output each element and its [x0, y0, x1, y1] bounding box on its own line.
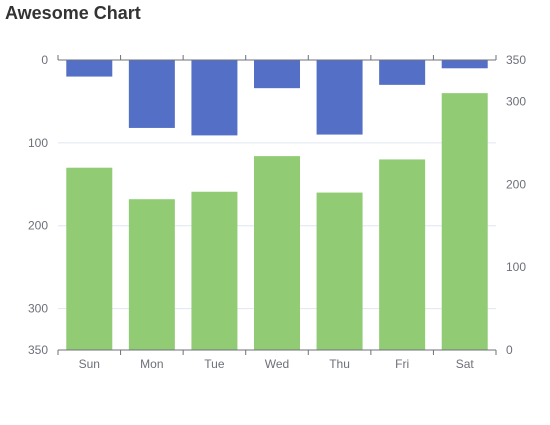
blue-bar-fri	[379, 60, 426, 85]
left-tick-label: 100	[28, 136, 48, 150]
right-tick-label: 300	[506, 94, 526, 108]
left-tick-label: 0	[41, 53, 48, 67]
x-tick-label: Mon	[140, 357, 163, 371]
left-tick-label: 300	[28, 302, 48, 316]
x-tick-label: Fri	[395, 357, 409, 371]
blue-bar-tue	[191, 60, 238, 136]
right-tick-label: 100	[506, 260, 526, 274]
right-tick-label: 200	[506, 177, 526, 191]
green-bar-wed	[254, 156, 300, 350]
left-tick-label: 200	[28, 219, 48, 233]
green-bar-sun	[66, 167, 113, 350]
blue-bar-mon	[128, 60, 175, 128]
green-bar-tue	[191, 191, 238, 350]
blue-bar-sun	[66, 60, 113, 77]
left-tick-label: 350	[28, 343, 48, 357]
x-tick-label: Sun	[79, 357, 100, 371]
x-tick-label: Sat	[456, 357, 475, 371]
x-tick-label: Wed	[265, 357, 289, 371]
blue-bar-thu	[316, 60, 363, 135]
right-tick-label: 350	[506, 53, 526, 67]
x-tick-label: Thu	[329, 357, 350, 371]
green-bar-sat	[441, 93, 488, 351]
blue-bar-wed	[254, 60, 300, 89]
green-bar-thu	[316, 192, 363, 350]
x-tick-label: Tue	[204, 357, 225, 371]
green-bar-mon	[128, 199, 175, 350]
green-bar-fri	[379, 159, 426, 350]
chart-title: Awesome Chart	[5, 3, 141, 23]
blue-bar-sat	[441, 60, 488, 69]
right-tick-label: 0	[506, 343, 513, 357]
